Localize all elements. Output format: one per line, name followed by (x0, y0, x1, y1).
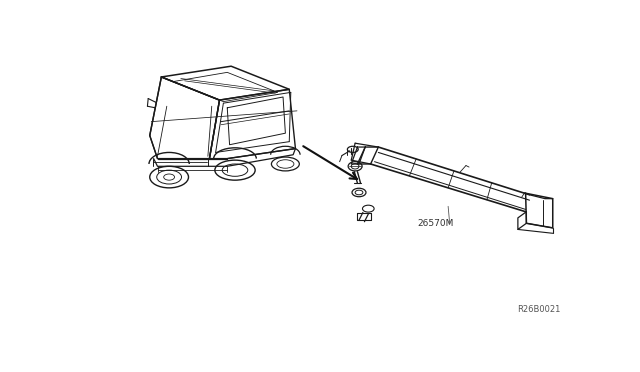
Text: R26B0021: R26B0021 (517, 305, 561, 314)
Text: 26570M: 26570M (417, 219, 454, 228)
